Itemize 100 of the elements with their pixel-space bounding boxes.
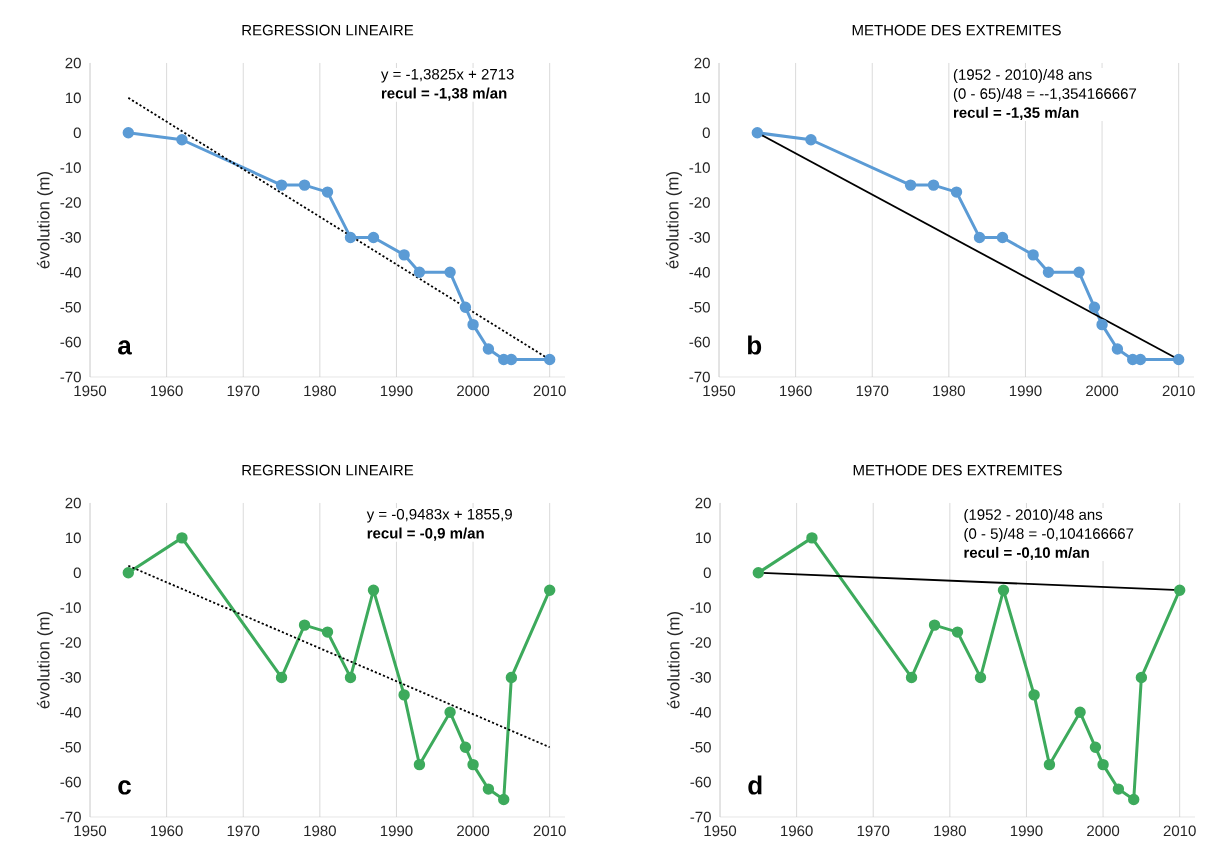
- point: [344, 671, 357, 684]
- point: [751, 127, 764, 139]
- y-tick-label: -30: [690, 672, 711, 683]
- point: [904, 179, 917, 191]
- x-tick-label: 1950: [74, 825, 107, 837]
- chart-title: REGRESSION LINEAIRE: [242, 24, 414, 36]
- point: [398, 249, 410, 261]
- point: [467, 318, 479, 331]
- x-tick-label: 1950: [704, 825, 737, 837]
- point: [275, 179, 288, 191]
- annotation: (0 - 5)/48 = -0,104166667: [964, 527, 1134, 542]
- x-tick-label: 1950: [703, 385, 736, 397]
- y-tick-label: -60: [690, 776, 711, 788]
- point: [459, 301, 472, 313]
- annotation: (1952 - 2010)/48 ans: [964, 508, 1103, 523]
- y-tick-label: -30: [60, 672, 81, 683]
- x-tick-label: 1980: [304, 825, 336, 837]
- chart-title: REGRESSION LINEAIRE: [242, 464, 414, 476]
- point: [467, 758, 479, 771]
- y-tick-label: 0: [702, 127, 710, 139]
- point: [1088, 301, 1101, 313]
- point: [1042, 266, 1055, 279]
- x-tick-label: 1970: [857, 825, 890, 837]
- y-tick-label: -40: [690, 707, 711, 718]
- x-tick-label: 2010: [533, 385, 566, 397]
- y-tick-label: 0: [73, 127, 81, 139]
- point: [543, 584, 556, 596]
- y-tick-label: -70: [60, 811, 81, 823]
- point: [176, 532, 188, 544]
- y-axis-title: évolution (m): [666, 611, 683, 709]
- y-tick-label: -70: [690, 811, 711, 823]
- x-tick-label: 1960: [151, 385, 183, 397]
- point: [1172, 353, 1185, 366]
- annotation: (0 - 65)/48 = --1,354166667: [953, 87, 1137, 102]
- chart-title: METHODE DES EXTREMITES: [852, 24, 1061, 36]
- point: [996, 231, 1009, 244]
- point: [806, 532, 818, 544]
- point: [344, 231, 357, 244]
- y-tick-label: 20: [65, 497, 81, 509]
- point: [805, 134, 817, 146]
- point: [1096, 318, 1108, 331]
- point: [459, 741, 472, 753]
- point: [498, 793, 510, 806]
- y-axis-title: évolution (m): [36, 171, 53, 269]
- y-tick-label: -10: [690, 602, 711, 613]
- annotation: y = -1,3825x + 2713: [380, 68, 514, 83]
- y-tick-label: -20: [690, 637, 711, 648]
- y-tick-label: -20: [60, 637, 81, 648]
- annotation: recul = -0,10 m/an: [964, 546, 1089, 561]
- x-tick-label: 2010: [1162, 385, 1195, 397]
- y-tick-label: 10: [65, 532, 81, 544]
- y-tick-label: 0: [703, 567, 711, 579]
- x-tick-label: 2010: [1163, 825, 1196, 837]
- x-tick-label: 2000: [457, 385, 490, 397]
- point: [505, 671, 518, 684]
- point: [1028, 689, 1040, 701]
- point: [1128, 793, 1140, 806]
- point: [973, 231, 986, 244]
- point: [928, 619, 941, 631]
- x-tick-label: 2000: [1087, 825, 1120, 837]
- y-tick-label: -50: [690, 741, 711, 753]
- point: [298, 179, 311, 191]
- point: [275, 671, 288, 684]
- y-tick-label: 20: [65, 57, 81, 69]
- point: [444, 706, 456, 719]
- point: [413, 266, 426, 279]
- point: [367, 584, 380, 596]
- annotation: a: [118, 340, 132, 355]
- y-tick-label: -40: [689, 267, 710, 278]
- y-tick-label: 20: [694, 57, 710, 69]
- point: [482, 783, 495, 795]
- point: [367, 231, 380, 244]
- point: [482, 343, 495, 355]
- point: [444, 266, 456, 279]
- y-tick-label: -20: [689, 197, 710, 208]
- y-tick-label: -40: [60, 267, 81, 278]
- y-tick-label: -20: [60, 197, 81, 208]
- x-tick-label: 2000: [457, 825, 490, 837]
- y-tick-label: -30: [689, 232, 710, 243]
- annotation: c: [118, 780, 131, 795]
- y-tick-label: -60: [60, 776, 81, 788]
- point: [176, 134, 188, 146]
- x-tick-label: 1980: [934, 825, 966, 837]
- point: [951, 626, 964, 638]
- point: [974, 671, 987, 684]
- y-tick-label: -30: [60, 232, 81, 243]
- x-tick-label: 1970: [227, 385, 260, 397]
- y-tick-label: -70: [60, 371, 81, 383]
- annotation: d: [748, 775, 762, 795]
- y-tick-label: -50: [689, 301, 710, 313]
- annotation: (1952 - 2010)/48 ans: [953, 68, 1092, 83]
- point: [752, 567, 765, 579]
- x-tick-label: 1960: [781, 825, 813, 837]
- y-tick-label: 10: [695, 532, 711, 544]
- y-tick-label: -50: [60, 741, 81, 753]
- x-tick-label: 2000: [1086, 385, 1119, 397]
- x-tick-label: 1960: [151, 825, 183, 837]
- point: [1173, 584, 1186, 596]
- point: [321, 626, 334, 638]
- y-axis-title: évolution (m): [36, 611, 53, 709]
